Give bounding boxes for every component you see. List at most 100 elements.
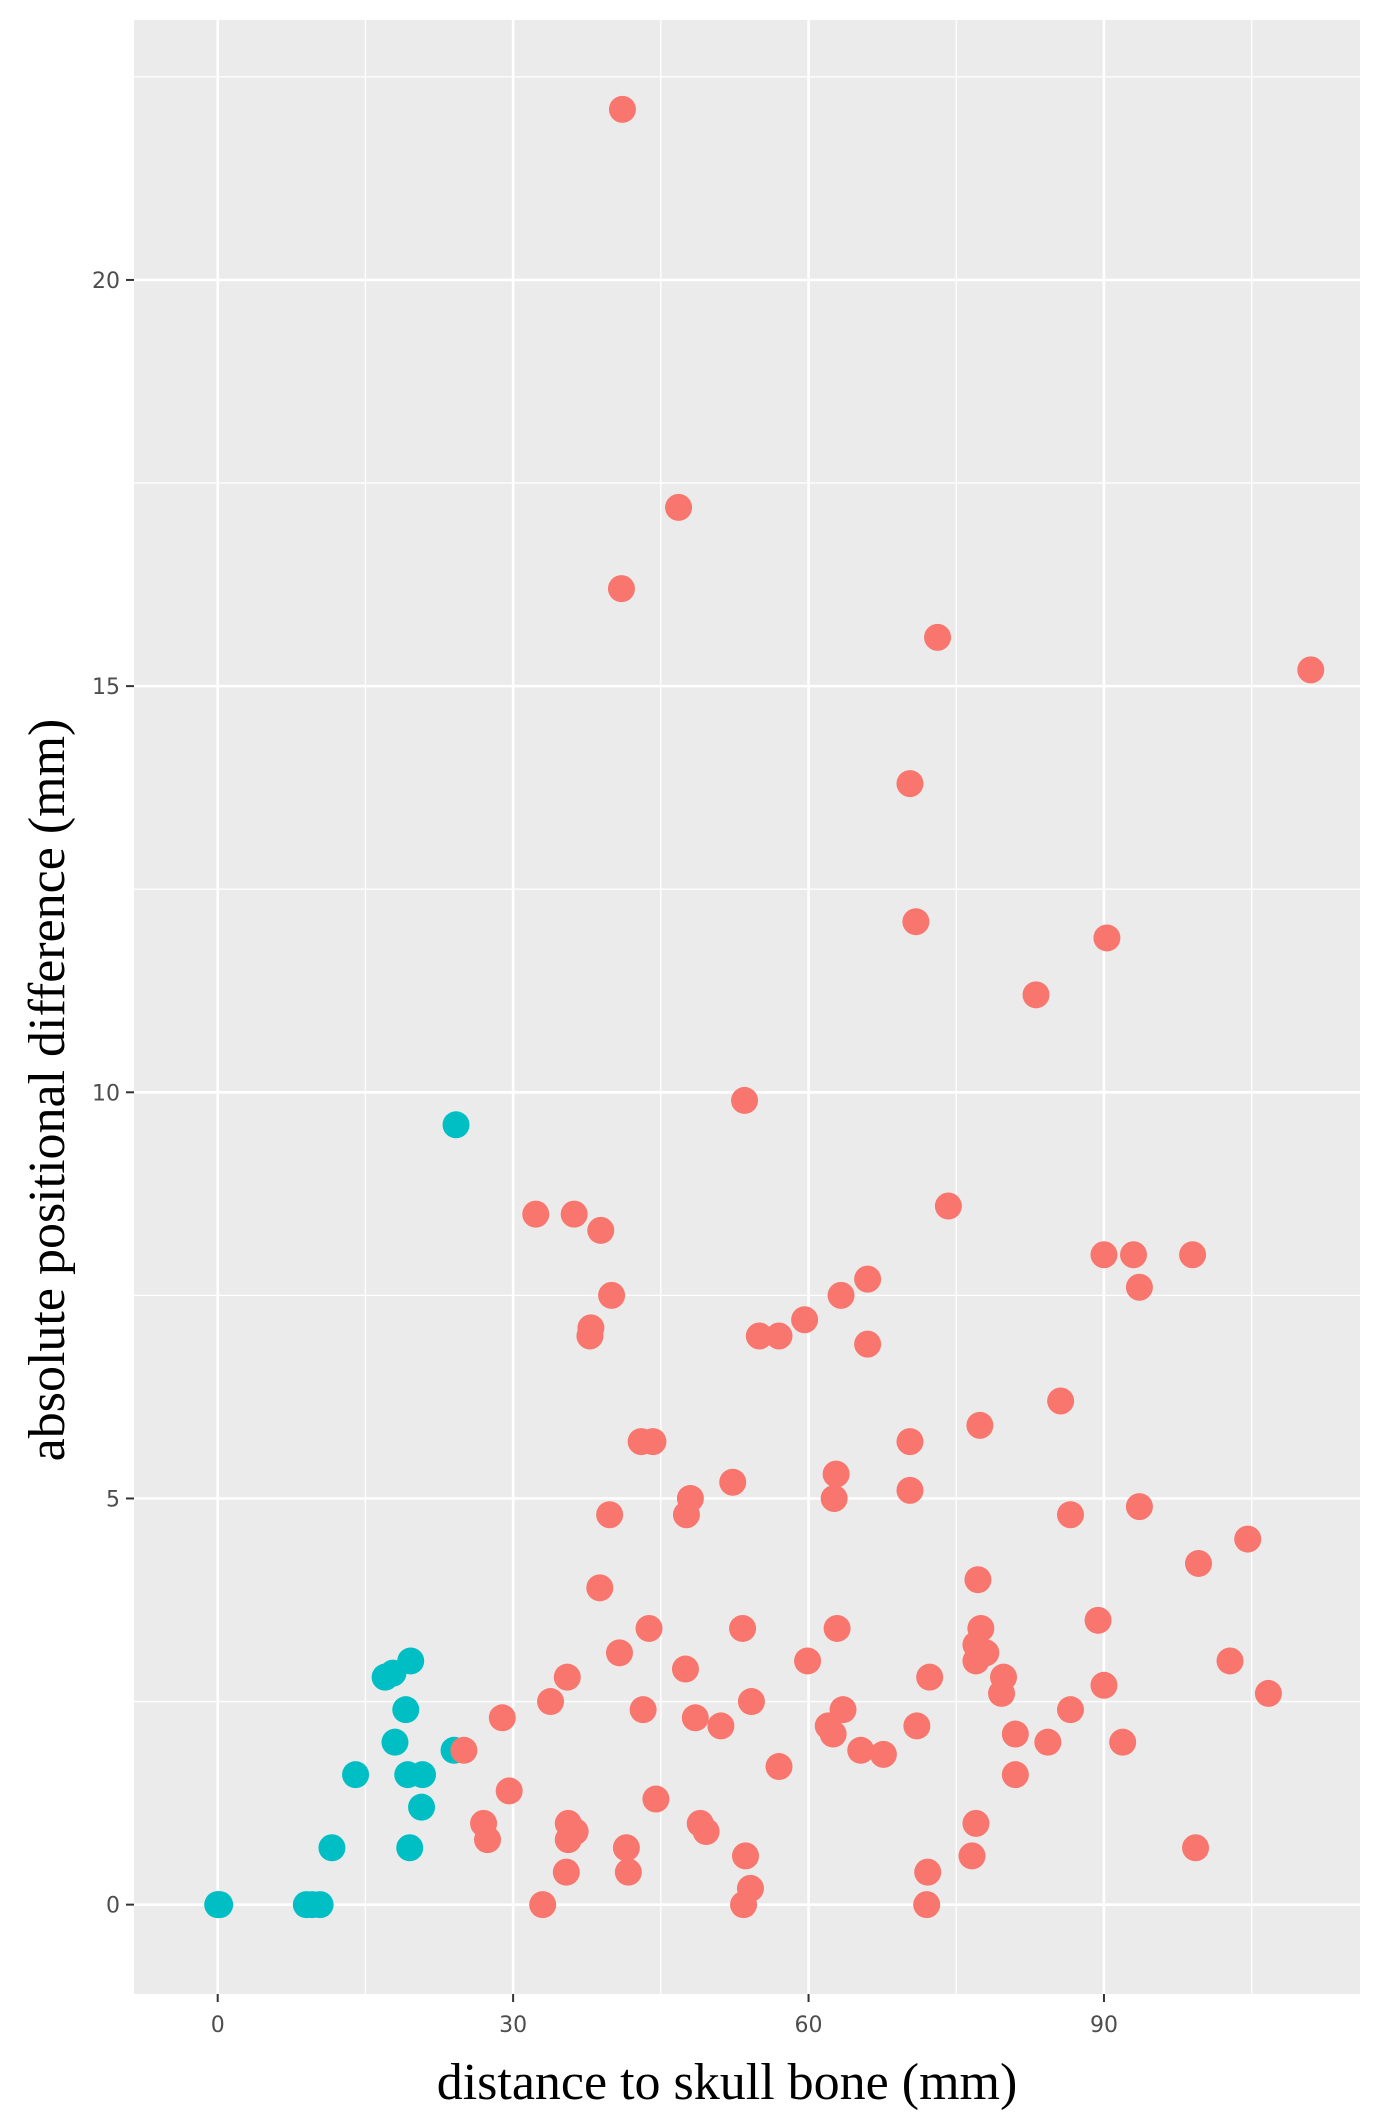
data-point (962, 1809, 990, 1837)
x-tick-label: 30 (499, 2013, 527, 2038)
data-points (204, 95, 1325, 1919)
data-point (765, 1322, 793, 1350)
data-point (672, 1501, 700, 1529)
data-point (318, 1834, 346, 1862)
data-point (966, 1411, 994, 1439)
data-point (605, 1639, 633, 1667)
data-point (442, 1111, 470, 1139)
data-point (342, 1761, 370, 1789)
data-point (819, 1720, 847, 1748)
data-point (854, 1330, 882, 1358)
data-point (408, 1793, 436, 1821)
x-tick-label: 60 (795, 2013, 823, 2038)
data-point (1022, 981, 1050, 1009)
data-point (988, 1679, 1016, 1707)
data-point (1001, 1761, 1029, 1789)
data-point (488, 1704, 516, 1732)
axis-tick-labels: 0 30 60 90 0 5 10 15 20 (92, 269, 1118, 2038)
y-tick-label: 20 (92, 269, 120, 294)
data-point (639, 1428, 667, 1456)
x-tick-label: 0 (211, 2013, 225, 2038)
data-point (474, 1826, 502, 1854)
data-point (869, 1740, 897, 1768)
data-point (612, 1834, 640, 1862)
data-point (665, 493, 693, 521)
data-point (681, 1704, 709, 1732)
data-point (731, 1086, 759, 1114)
data-point (1109, 1728, 1137, 1756)
data-point (854, 1265, 882, 1293)
data-point (719, 1468, 747, 1496)
data-point (729, 1614, 757, 1642)
data-point (1034, 1728, 1062, 1756)
data-point (629, 1696, 657, 1724)
data-point (587, 1216, 615, 1244)
data-point (608, 95, 636, 123)
data-point (522, 1200, 550, 1228)
data-point (1093, 924, 1121, 952)
data-point (1090, 1241, 1118, 1269)
data-point (827, 1281, 855, 1309)
data-point (206, 1891, 234, 1919)
data-point (707, 1712, 735, 1740)
minor-gridlines (134, 20, 1360, 1994)
data-point (392, 1696, 420, 1724)
data-point (916, 1663, 944, 1691)
data-point (934, 1192, 962, 1220)
data-point (902, 908, 930, 936)
data-point (671, 1655, 699, 1683)
data-point (692, 1818, 720, 1846)
data-point (552, 1858, 580, 1886)
axis-ticks (126, 278, 1105, 2002)
data-point (537, 1688, 565, 1716)
data-point (635, 1614, 663, 1642)
data-point (913, 1891, 941, 1919)
data-point (1179, 1241, 1207, 1269)
data-point (1254, 1679, 1282, 1707)
data-point (1185, 1549, 1213, 1577)
data-point (765, 1753, 793, 1781)
data-point (745, 1322, 773, 1350)
data-point (730, 1891, 758, 1919)
data-point (1297, 656, 1325, 684)
data-point (1216, 1647, 1244, 1675)
data-point (1234, 1525, 1262, 1553)
data-point (958, 1842, 986, 1870)
data-point (791, 1306, 819, 1334)
data-point (794, 1647, 822, 1675)
data-point (1125, 1493, 1153, 1521)
data-point (1056, 1696, 1084, 1724)
data-point (737, 1688, 765, 1716)
data-point (1084, 1606, 1112, 1634)
x-axis-title: distance to skull bone (mm) (437, 2054, 1018, 2111)
data-point (1120, 1241, 1148, 1269)
data-point (896, 770, 924, 798)
data-point (820, 1484, 848, 1512)
y-tick-label: 15 (92, 675, 120, 700)
data-point (896, 1476, 924, 1504)
data-point (560, 1200, 588, 1228)
data-point (896, 1428, 924, 1456)
data-point (397, 1647, 425, 1675)
data-point (962, 1647, 990, 1675)
data-point (964, 1566, 992, 1594)
plot-panel (134, 20, 1360, 1994)
data-point (1047, 1387, 1075, 1415)
data-point (576, 1322, 604, 1350)
data-point (598, 1281, 626, 1309)
data-point (306, 1891, 334, 1919)
data-point (822, 1460, 850, 1488)
y-axis-title: absolute positional difference (mm) (19, 719, 76, 1462)
data-point (607, 575, 635, 603)
data-point (1001, 1720, 1029, 1748)
data-point (1056, 1501, 1084, 1529)
data-point (914, 1858, 942, 1886)
data-point (495, 1777, 523, 1805)
data-point (732, 1842, 760, 1870)
data-point (450, 1736, 478, 1764)
x-tick-label: 90 (1090, 2013, 1118, 2038)
y-tick-label: 10 (92, 1081, 120, 1106)
data-point (847, 1736, 875, 1764)
data-point (381, 1728, 409, 1756)
